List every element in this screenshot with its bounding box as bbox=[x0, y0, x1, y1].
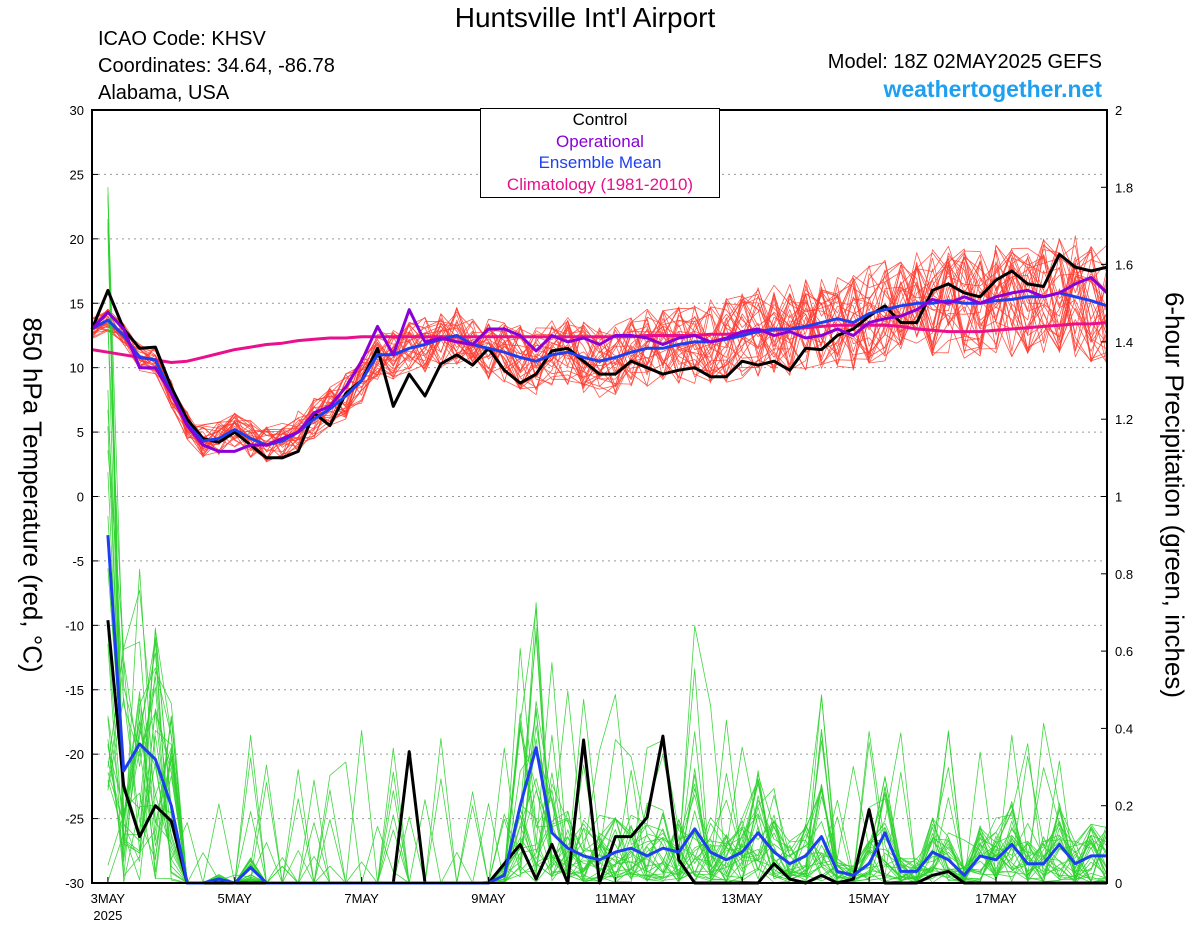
y-left-tick-label: -5 bbox=[72, 554, 84, 569]
x-tick-label: 9MAY bbox=[471, 891, 506, 906]
region: Alabama, USA bbox=[98, 82, 230, 104]
temp-member-line bbox=[91, 261, 1108, 457]
temp-member-line bbox=[91, 251, 1108, 449]
y-left-tick-label: 20 bbox=[70, 232, 84, 247]
precip-member-line bbox=[107, 607, 1108, 884]
y-right-tick-label: 0.4 bbox=[1115, 721, 1133, 736]
operational-temp-line bbox=[90, 276, 1109, 453]
y-right-tick-label: 1 bbox=[1115, 490, 1122, 505]
x-tick-label: 17MAY bbox=[975, 891, 1017, 906]
x-tick-label: 7MAY bbox=[344, 891, 379, 906]
y-left-tick-label: -20 bbox=[65, 747, 84, 762]
x-tick-label: 3MAY bbox=[91, 891, 126, 906]
icao-code: ICAO Code: KHSV bbox=[98, 28, 266, 50]
x-tick-label: 13MAY bbox=[721, 891, 763, 906]
model-info: Model: 18Z 02MAY2025 GEFS bbox=[827, 51, 1102, 73]
y-right-tick-label: 1.8 bbox=[1115, 180, 1133, 195]
precip-member-line bbox=[107, 568, 1108, 884]
y-left-tick-label: 10 bbox=[70, 361, 84, 376]
ensemble-mean-temp-line bbox=[91, 291, 1108, 447]
site-link[interactable]: weathertogether.net bbox=[883, 76, 1102, 102]
precip-member-line bbox=[107, 667, 1108, 884]
y-right-tick-label: 0.2 bbox=[1115, 799, 1133, 814]
coordinates: Coordinates: 34.64, -86.78 bbox=[98, 55, 335, 77]
y-right-tick-label: 1.2 bbox=[1115, 412, 1133, 427]
legend-operational: Operational bbox=[556, 131, 644, 151]
x-tick-label: 5MAY bbox=[218, 891, 253, 906]
precip-member-line bbox=[107, 450, 1108, 884]
legend-climatology: Climatology (1981-2010) bbox=[506, 174, 694, 194]
plot-frame bbox=[91, 109, 1108, 884]
precip-member-line bbox=[107, 187, 1108, 884]
y-left-tick-label: -30 bbox=[65, 876, 84, 891]
station-info: ICAO Code: KHSV Coordinates: 34.64, -86.… bbox=[98, 26, 335, 107]
y-left-tick-label: 5 bbox=[77, 425, 84, 440]
legend-control: Control bbox=[572, 110, 628, 129]
x-tick-label: 15MAY bbox=[848, 891, 890, 906]
climatology-line bbox=[91, 321, 1108, 364]
precip-member-line bbox=[107, 671, 1108, 884]
y-right-tick-label: 1.4 bbox=[1115, 335, 1133, 350]
precip-member-line bbox=[107, 222, 1108, 884]
y-left-tick-label: 25 bbox=[70, 167, 84, 182]
control-temp-line bbox=[90, 252, 1108, 460]
legend-ensemble-mean: Ensemble Mean bbox=[538, 153, 662, 172]
y-left-tick-label: -10 bbox=[65, 618, 84, 633]
legend: Control Operational Ensemble Mean Climat… bbox=[480, 108, 720, 198]
y-left-tick-label: 15 bbox=[70, 296, 84, 311]
y-right-tick-label: 2 bbox=[1115, 103, 1122, 118]
y-right-tick-label: 0.8 bbox=[1115, 567, 1133, 582]
y-right-tick-label: 1.6 bbox=[1115, 258, 1133, 273]
x-tick-label: 11MAY bbox=[595, 891, 636, 906]
temp-member-line bbox=[91, 253, 1108, 455]
temp-member-line bbox=[91, 247, 1108, 451]
y-right-tick-label: 0.6 bbox=[1115, 644, 1133, 659]
y-left-tick-label: -15 bbox=[65, 683, 84, 698]
precip-member-line bbox=[107, 194, 1108, 884]
y-left-tick-label: 0 bbox=[77, 490, 84, 505]
y-right-tick-label: 0 bbox=[1115, 876, 1122, 891]
precip-member-line bbox=[107, 194, 1108, 884]
temp-member-line bbox=[91, 244, 1108, 463]
temp-member-line bbox=[91, 248, 1108, 451]
y-left-tick-label: -25 bbox=[65, 812, 84, 827]
x-tick-label: 2025 bbox=[93, 908, 122, 923]
chart-title: Huntsville Int'l Airport bbox=[454, 2, 716, 33]
y-left-tick-label: 30 bbox=[70, 103, 84, 118]
precip-member-line bbox=[107, 652, 1108, 884]
